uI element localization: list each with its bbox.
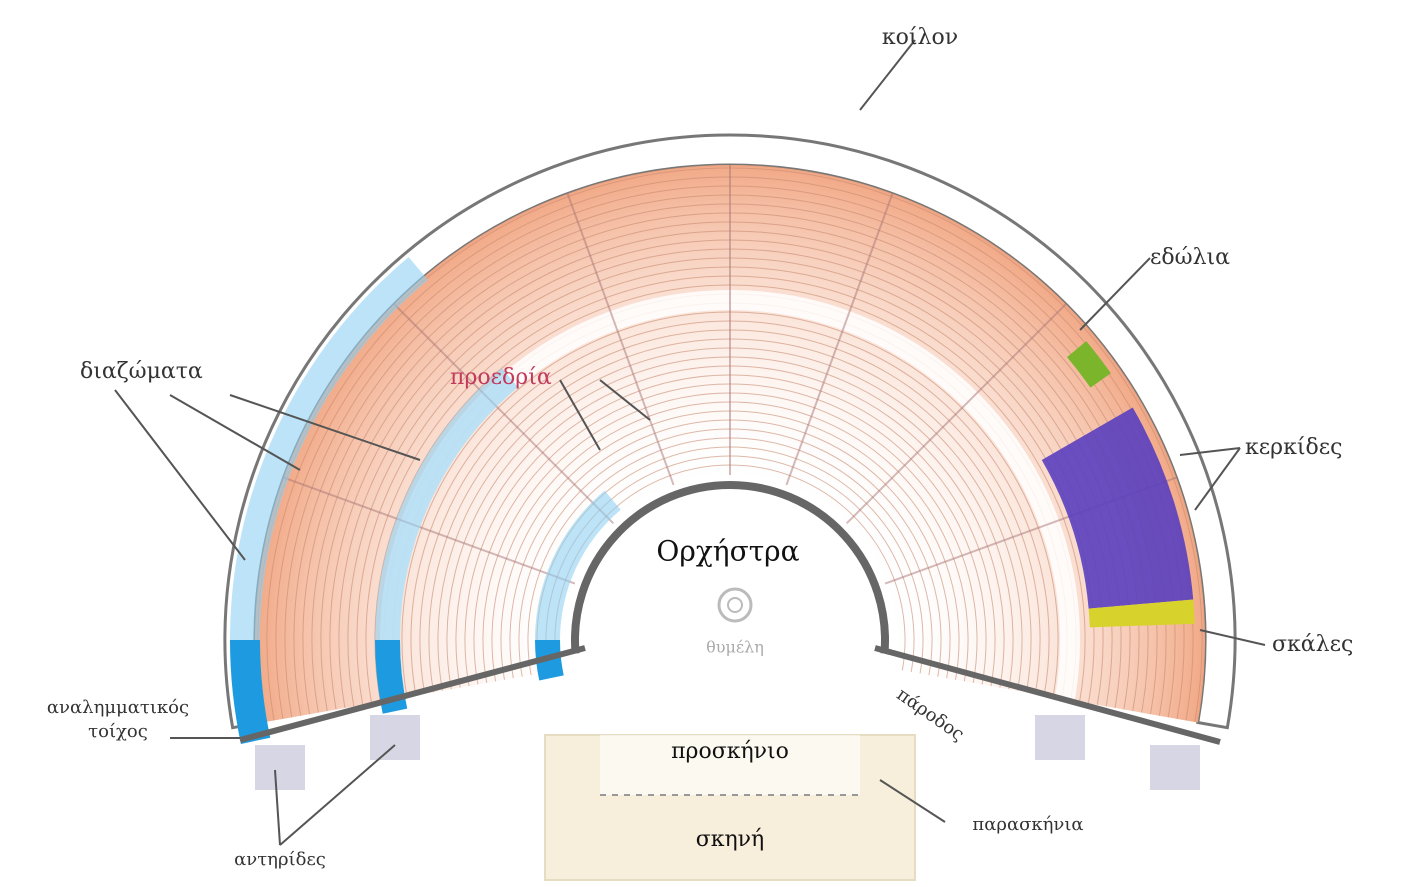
- buttress: [1150, 745, 1200, 790]
- label: παρασκήνια: [972, 814, 1083, 835]
- label: αναλημματικός: [47, 697, 189, 718]
- label: αντηρίδες: [234, 849, 326, 870]
- buttress: [1035, 715, 1085, 760]
- label: Ορχήστρα: [656, 535, 799, 568]
- label: διαζώματα: [80, 359, 203, 384]
- label: κερκίδες: [1245, 435, 1342, 460]
- buttress: [370, 715, 420, 760]
- label: τοίχος: [88, 721, 148, 742]
- label: προσκήνιο: [671, 739, 789, 764]
- label: θυμέλη: [706, 638, 764, 657]
- label: σκάλες: [1272, 632, 1353, 657]
- buttress: [255, 745, 305, 790]
- label: κοίλον: [882, 25, 958, 50]
- label: εδώλια: [1150, 245, 1230, 270]
- leader: [860, 40, 915, 110]
- theatre-diagram: κοίλον εδώλια διαζώματα προεδρία κερκίδε…: [0, 0, 1401, 887]
- label: προεδρία: [450, 365, 552, 390]
- label: σκηνή: [696, 827, 765, 852]
